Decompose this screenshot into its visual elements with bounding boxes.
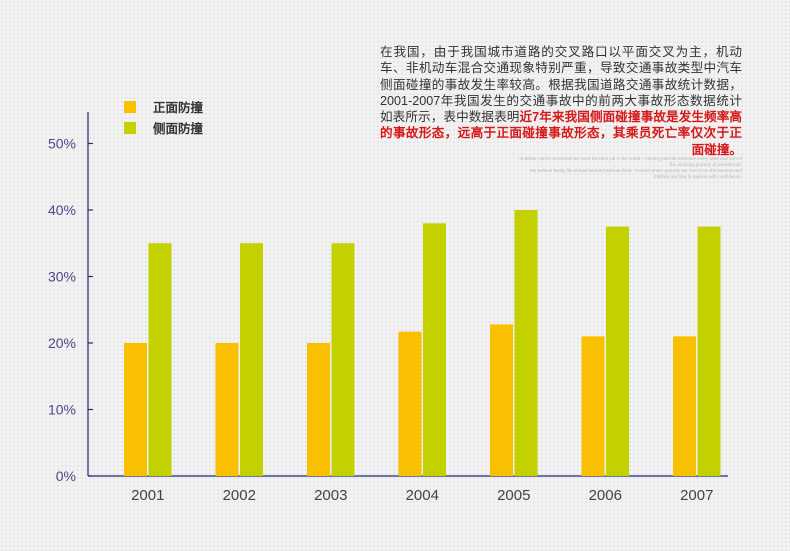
bar-front-2004 <box>398 331 422 476</box>
x-axis-labels: 2001 2002 2003 2004 2005 2006 2007 <box>131 487 713 504</box>
y-tick-label: 20% <box>48 335 76 351</box>
bar-front-2003 <box>307 343 330 476</box>
legend-label-side: 侧面防撞 <box>153 122 204 136</box>
bar-front-2002 <box>215 343 239 476</box>
chart-bars <box>124 210 721 476</box>
x-tick-label: 2003 <box>314 487 347 504</box>
y-tick-label: 0% <box>56 468 76 484</box>
legend-swatch-side <box>124 121 136 134</box>
y-axis-ticks: 0% 10% 20% 30% 40% 50% <box>48 136 93 484</box>
bar-side-2005 <box>514 210 538 476</box>
bar-side-2002 <box>240 243 263 476</box>
legend-item-front: 正面防撞 <box>124 96 203 117</box>
bar-side-2004 <box>423 223 446 476</box>
fine-print-line: the amazing journey of parenthood. <box>669 162 742 167</box>
bar-side-2001 <box>148 243 172 476</box>
x-tick-label: 2001 <box>131 487 164 504</box>
bar-front-2005 <box>490 324 513 476</box>
x-tick-label: 2006 <box>589 487 622 504</box>
fine-print-line: We believe family life should be lived w… <box>529 168 742 173</box>
legend-label-front: 正面防撞 <box>153 101 204 115</box>
bar-front-2006 <box>581 336 605 476</box>
y-tick-label: 30% <box>48 269 76 285</box>
description-highlight: 近7年来我国侧面碰撞事故是发生频率高的事故形态，远高于正面碰撞事故形态，其乘员死… <box>380 110 742 157</box>
bar-side-2006 <box>606 226 629 476</box>
bar-side-2003 <box>331 243 355 476</box>
description-plain: 在我国，由于我国城市道路的交叉路口以平面交叉为主，机动车、非机动车混合交通现象特… <box>380 45 742 125</box>
fine-print-line: children are free to explore with confid… <box>653 174 742 179</box>
chart-legend: 正面防撞 侧面防撞 <box>124 96 203 138</box>
legend-item-side: 侧面防撞 <box>124 117 203 138</box>
x-tick-label: 2007 <box>680 487 713 504</box>
bar-front-2001 <box>124 343 147 476</box>
y-tick-label: 50% <box>48 136 76 152</box>
x-tick-label: 2005 <box>497 487 530 504</box>
fine-print: At Britax, we're convinced we have the b… <box>488 156 742 180</box>
legend-swatch-front <box>124 100 136 113</box>
bar-front-2007 <box>673 336 696 476</box>
bar-side-2007 <box>697 226 721 476</box>
x-tick-label: 2004 <box>406 487 439 504</box>
y-tick-label: 10% <box>48 402 76 418</box>
fine-print-line: At Britax, we're convinced we have the b… <box>519 156 742 161</box>
x-tick-label: 2002 <box>223 487 256 504</box>
description-text: 在我国，由于我国城市道路的交叉路口以平面交叉为主，机动车、非机动车混合交通现象特… <box>380 44 742 158</box>
y-tick-label: 40% <box>48 202 76 218</box>
